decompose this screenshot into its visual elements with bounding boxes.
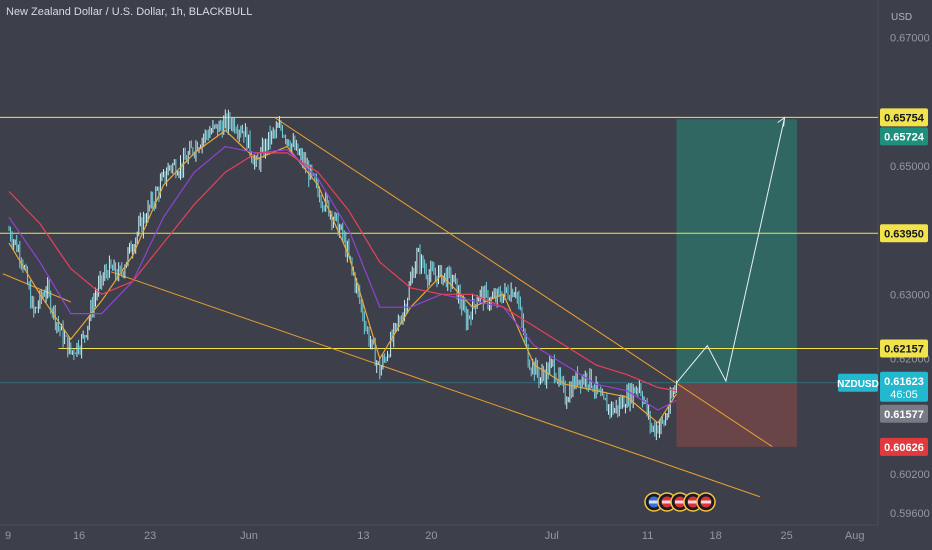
level-price-tag: [880, 108, 928, 127]
y-tick-label: 0.65000: [890, 161, 930, 173]
current-price-tag-label: 0.61623: [884, 376, 924, 388]
moving-averages: [8, 129, 677, 424]
target-price-tag-label: 0.65724: [884, 131, 925, 143]
chart-title: New Zealand Dollar / U.S. Dollar, 1h, BL…: [6, 6, 253, 18]
moving-average-1: [8, 145, 677, 411]
stop-price-tag-label: 0.60626: [884, 442, 924, 454]
x-tick-label: Aug: [845, 530, 865, 542]
stop-price-tag: [880, 437, 928, 456]
target-price-tag: [880, 127, 928, 146]
moving-average-2: [8, 152, 677, 392]
projection-arrowhead: [777, 116, 786, 127]
flag-stripe: [701, 500, 711, 504]
level-price-tag-label: 0.65754: [884, 112, 925, 124]
trendlines: [2, 117, 773, 498]
price-tags: 0.65754 0.63950 0.62157 0.65724 0.6162346:05…: [837, 108, 928, 456]
level-price-tag: [880, 224, 928, 243]
long-position-tool[interactable]: [676, 119, 797, 447]
level-price-tag-label: 0.62157: [884, 343, 924, 355]
time-axis: 9 16 23 Jun 13 20 Jul 11 18 25 Aug: [5, 530, 865, 542]
x-tick-label: 13: [357, 530, 369, 542]
y-tick-label: 0.67000: [890, 32, 930, 44]
flag-stripe: [662, 500, 672, 504]
position-stop-zone: [676, 382, 797, 447]
symbol-tag-label: NZDUSD: [837, 379, 879, 390]
x-tick-label: 25: [781, 530, 793, 542]
projection-line: [676, 117, 786, 384]
y-tick-label: 0.63000: [890, 289, 930, 301]
level-price-tag: [880, 339, 928, 358]
currency-label: USD: [891, 12, 912, 23]
entry-price-tag-label: 0.61577: [884, 409, 924, 421]
trendline-0: [274, 117, 773, 448]
price-candles: [8, 109, 677, 441]
x-tick-label: Jul: [545, 530, 559, 542]
level-price-tag-label: 0.63950: [884, 228, 924, 240]
economic-events[interactable]: [644, 492, 716, 512]
x-tick-label: 18: [709, 530, 721, 542]
flag-stripe: [688, 500, 698, 504]
y-tick-label: 0.60200: [890, 469, 930, 481]
flag-stripe: [649, 500, 659, 504]
y-tick-label: 0.59600: [890, 508, 930, 520]
x-tick-label: 23: [144, 530, 156, 542]
position-target-zone: [676, 119, 797, 383]
current-price-tag: [880, 371, 928, 402]
x-tick-label: Jun: [240, 530, 258, 542]
moving-average-0: [8, 129, 677, 424]
flag-stripe: [675, 500, 685, 504]
x-tick-label: 20: [425, 530, 437, 542]
symbol-tag: [838, 373, 878, 392]
x-tick-label: 16: [73, 530, 85, 542]
entry-price-tag: [880, 404, 928, 423]
trendline-1: [110, 271, 761, 498]
horizontal-levels: [0, 116, 878, 384]
x-tick-label: 9: [5, 530, 11, 542]
projection-path: [676, 116, 786, 384]
x-tick-label: 11: [642, 530, 653, 542]
countdown-label: 46:05: [890, 389, 918, 401]
trendline-2: [2, 273, 71, 303]
